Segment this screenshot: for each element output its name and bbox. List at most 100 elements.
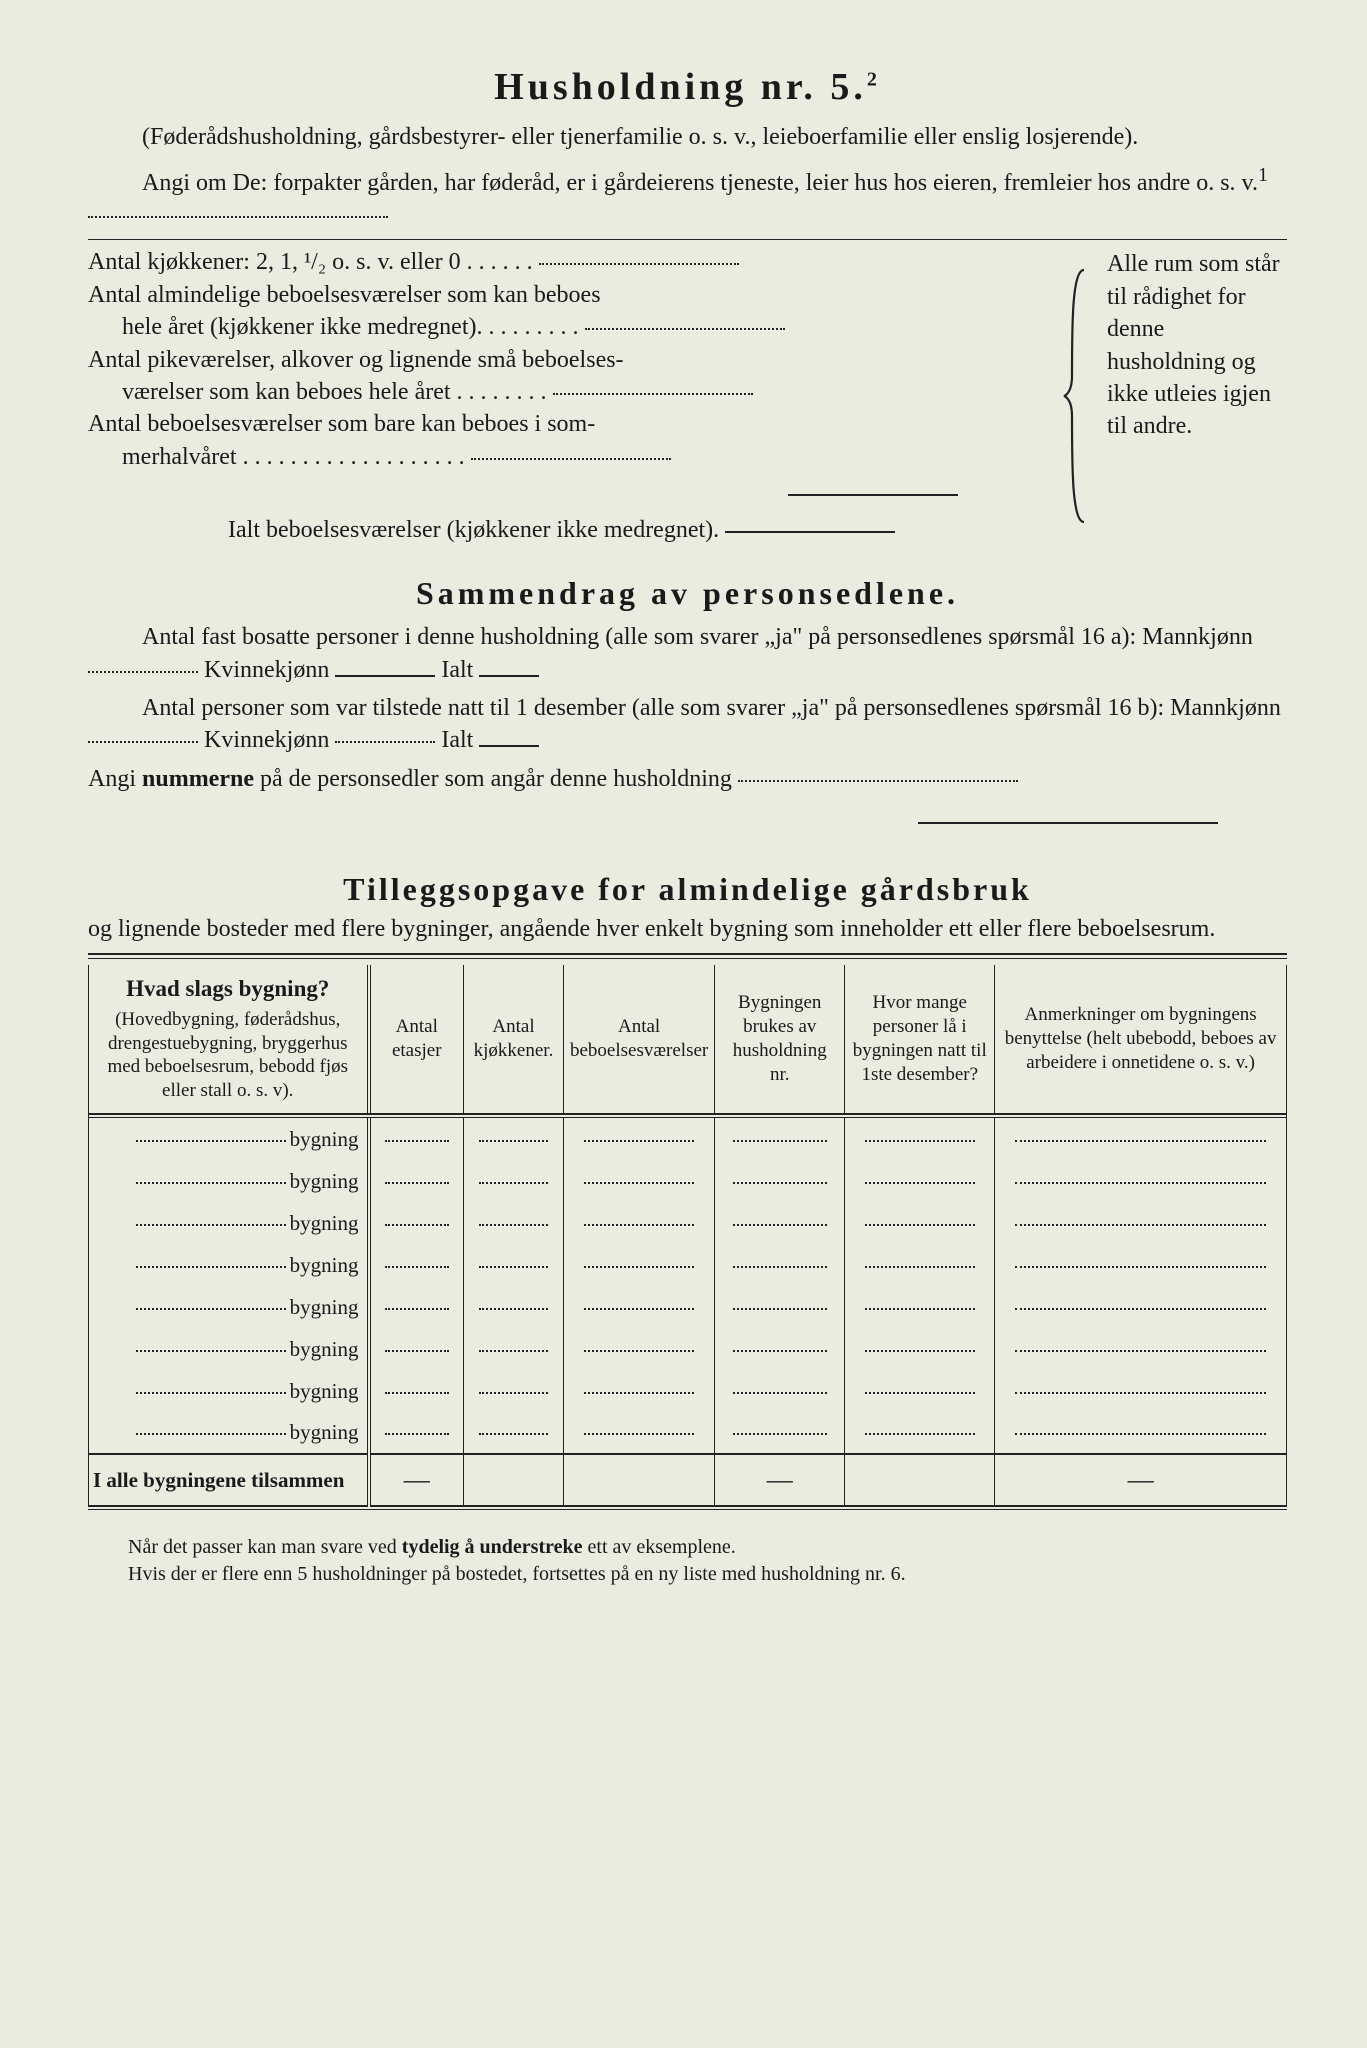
rooms-cell[interactable] bbox=[564, 1286, 715, 1328]
table-row: bygning bbox=[89, 1244, 1287, 1286]
fill-line[interactable] bbox=[88, 741, 198, 743]
floors-cell[interactable] bbox=[369, 1412, 464, 1454]
fill-line[interactable] bbox=[738, 780, 1018, 782]
floors-cell[interactable] bbox=[369, 1244, 464, 1286]
intro-instruction: Angi om De: forpakter gården, har føderå… bbox=[88, 162, 1287, 232]
household-cell[interactable] bbox=[715, 1202, 845, 1244]
total-cell[interactable] bbox=[845, 1454, 995, 1506]
rooms-questions: Antal kjøkkener: 2, 1, ¹/₂ o. s. v. elle… bbox=[88, 246, 1047, 546]
kitchens-cell[interactable] bbox=[464, 1202, 564, 1244]
building-type-cell[interactable]: bygning bbox=[89, 1286, 369, 1328]
room-q-summer: Antal beboelsesværelser som bare kan beb… bbox=[88, 408, 1047, 473]
intro2-text: Angi om De: forpakter gården, har føderå… bbox=[142, 170, 1258, 196]
floors-cell[interactable] bbox=[369, 1286, 464, 1328]
room-q3a: Antal pikeværelser, alkover og lignende … bbox=[88, 347, 624, 373]
persons-cell[interactable] bbox=[845, 1118, 995, 1160]
notes-cell[interactable] bbox=[995, 1328, 1287, 1370]
floors-cell[interactable] bbox=[369, 1202, 464, 1244]
rooms-cell[interactable] bbox=[564, 1202, 715, 1244]
persons-cell[interactable] bbox=[845, 1328, 995, 1370]
fill-line[interactable] bbox=[335, 675, 435, 677]
room-q4a: Antal beboelsesværelser som bare kan beb… bbox=[88, 411, 595, 437]
fill-line[interactable] bbox=[539, 263, 739, 265]
rooms-cell[interactable] bbox=[564, 1244, 715, 1286]
household-cell[interactable] bbox=[715, 1118, 845, 1160]
kitchens-cell[interactable] bbox=[464, 1160, 564, 1202]
table-row: bygning bbox=[89, 1160, 1287, 1202]
household-cell[interactable] bbox=[715, 1244, 845, 1286]
persons-cell[interactable] bbox=[845, 1202, 995, 1244]
household-cell[interactable] bbox=[715, 1412, 845, 1454]
th-type: Hvad slags bygning? (Hovedbygning, føder… bbox=[89, 965, 369, 1113]
notes-cell[interactable] bbox=[995, 1412, 1287, 1454]
fill-line[interactable] bbox=[479, 675, 539, 677]
summary-p3: Angi nummerne på de personsedler som ang… bbox=[88, 763, 1287, 795]
building-type-cell[interactable]: bygning bbox=[89, 1118, 369, 1160]
notes-cell[interactable] bbox=[995, 1286, 1287, 1328]
foot1b: tydelig å understreke bbox=[402, 1536, 583, 1558]
floors-cell[interactable] bbox=[369, 1370, 464, 1412]
kitchens-cell[interactable] bbox=[464, 1118, 564, 1160]
persons-cell[interactable] bbox=[845, 1244, 995, 1286]
persons-cell[interactable] bbox=[845, 1286, 995, 1328]
building-type-cell[interactable]: bygning bbox=[89, 1202, 369, 1244]
building-type-cell[interactable]: bygning bbox=[89, 1370, 369, 1412]
th-notes: Anmerkninger om bygningens benyttelse (h… bbox=[995, 965, 1287, 1113]
household-cell[interactable] bbox=[715, 1286, 845, 1328]
notes-cell[interactable] bbox=[995, 1244, 1287, 1286]
floors-cell[interactable] bbox=[369, 1328, 464, 1370]
th-type-desc: (Hovedbygning, føderådshus, drengestueby… bbox=[107, 1009, 348, 1101]
persons-cell[interactable] bbox=[845, 1160, 995, 1202]
rooms-cell[interactable] bbox=[564, 1370, 715, 1412]
table-top-rule bbox=[88, 953, 1287, 959]
rooms-section: Antal kjøkkener: 2, 1, ¹/₂ o. s. v. elle… bbox=[88, 246, 1287, 546]
rooms-cell[interactable] bbox=[564, 1118, 715, 1160]
room-q1-text: Antal kjøkkener: 2, 1, ¹/₂ o. s. v. elle… bbox=[88, 249, 533, 275]
rooms-margin-note: Alle rum som står til rådighet for denne… bbox=[1107, 246, 1287, 546]
floors-cell[interactable] bbox=[369, 1118, 464, 1160]
building-type-cell[interactable]: bygning bbox=[89, 1412, 369, 1454]
building-type-cell[interactable]: bygning bbox=[89, 1244, 369, 1286]
total-cell[interactable] bbox=[464, 1454, 564, 1506]
total-cell[interactable] bbox=[564, 1454, 715, 1506]
fill-line[interactable] bbox=[88, 671, 198, 673]
total-dash: — bbox=[995, 1454, 1287, 1506]
fill-line[interactable] bbox=[479, 745, 539, 747]
persons-cell[interactable] bbox=[845, 1370, 995, 1412]
building-type-cell[interactable]: bygning bbox=[89, 1328, 369, 1370]
kitchens-cell[interactable] bbox=[464, 1286, 564, 1328]
fill-line[interactable] bbox=[471, 458, 671, 460]
floors-cell[interactable] bbox=[369, 1160, 464, 1202]
household-cell[interactable] bbox=[715, 1370, 845, 1412]
room-total-text: Ialt beboelsesværelser (kjøkkener ikke m… bbox=[228, 517, 719, 543]
household-cell[interactable] bbox=[715, 1328, 845, 1370]
room-q2a: Antal almindelige beboelsesværelser som … bbox=[88, 282, 601, 308]
kitchens-cell[interactable] bbox=[464, 1328, 564, 1370]
notes-cell[interactable] bbox=[995, 1202, 1287, 1244]
fill-line[interactable] bbox=[88, 216, 388, 218]
table-row: bygning bbox=[89, 1118, 1287, 1160]
table-bottom-rule bbox=[88, 1509, 1287, 1510]
sum-rule bbox=[778, 473, 1047, 505]
kitchens-cell[interactable] bbox=[464, 1370, 564, 1412]
fill-line[interactable] bbox=[553, 393, 753, 395]
fill-line[interactable] bbox=[335, 741, 435, 743]
room-q-kitchens: Antal kjøkkener: 2, 1, ¹/₂ o. s. v. elle… bbox=[88, 246, 1047, 278]
notes-cell[interactable] bbox=[995, 1370, 1287, 1412]
intro-parenthetical: (Føderådshusholdning, gårdsbestyrer- ell… bbox=[88, 121, 1287, 153]
rooms-cell[interactable] bbox=[564, 1328, 715, 1370]
rooms-cell[interactable] bbox=[564, 1160, 715, 1202]
building-type-cell[interactable]: bygning bbox=[89, 1160, 369, 1202]
fill-line[interactable] bbox=[725, 531, 895, 533]
notes-cell[interactable] bbox=[995, 1160, 1287, 1202]
fill-line[interactable] bbox=[585, 328, 785, 330]
persons-cell[interactable] bbox=[845, 1412, 995, 1454]
kitchens-cell[interactable] bbox=[464, 1244, 564, 1286]
summary-p2b: Kvinnekjønn bbox=[204, 727, 329, 753]
household-cell[interactable] bbox=[715, 1160, 845, 1202]
notes-cell[interactable] bbox=[995, 1118, 1287, 1160]
kitchens-cell[interactable] bbox=[464, 1412, 564, 1454]
rooms-cell[interactable] bbox=[564, 1412, 715, 1454]
tillegg-sub: og lignende bosteder med flere bygninger… bbox=[88, 913, 1287, 945]
footnote-1: Når det passer kan man svare ved tydelig… bbox=[128, 1534, 1287, 1561]
